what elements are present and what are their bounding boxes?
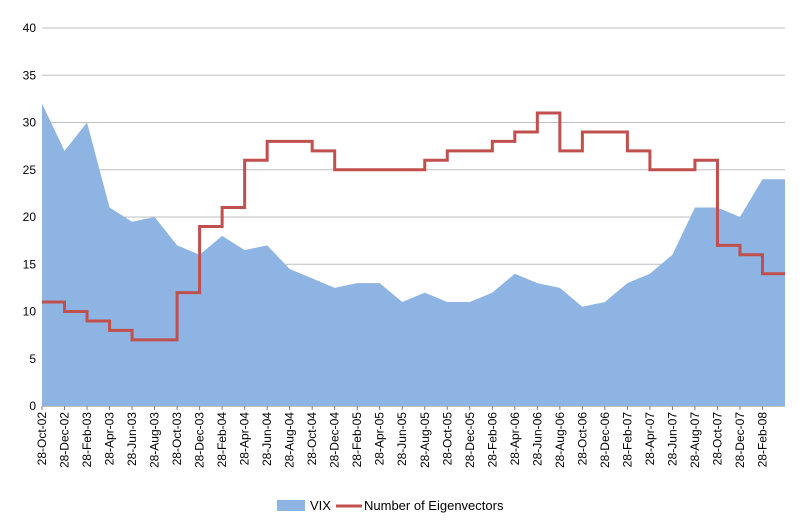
eigenvector-line-layer: [42, 111, 785, 342]
x-tick-label: 28-Aug-04: [283, 412, 297, 468]
x-tick-label: 28-Oct-03: [170, 412, 184, 466]
x-tick-label: 28-Jun-05: [395, 412, 409, 466]
x-tick-label: 28-Feb-03: [80, 412, 94, 468]
x-tick-label: 28-Oct-05: [440, 412, 454, 466]
eigenvectors-line: [42, 111, 785, 342]
x-tick-label: 28-Dec-05: [463, 412, 477, 468]
legend-vix-swatch: [277, 500, 305, 511]
x-tick-label: 28-Feb-07: [620, 412, 634, 468]
x-tick-label: 28-Aug-07: [688, 412, 702, 468]
x-tick-label: 28-Oct-07: [710, 412, 724, 466]
y-tick-label: 0: [29, 399, 36, 413]
x-tick-label: 28-Apr-06: [508, 412, 522, 466]
x-tick-label: 28-Apr-07: [643, 412, 657, 466]
x-tick-label: 28-Aug-03: [148, 412, 162, 468]
y-axis-ticks: 0 5 10 15 20 25 30 35 40: [23, 21, 37, 413]
legend-vix-label: VIX: [310, 498, 331, 513]
y-tick-label: 40: [23, 21, 37, 35]
x-tick-label: 28-Dec-03: [193, 412, 207, 468]
x-tick-label: 28-Dec-02: [58, 412, 72, 468]
x-tick-label: 28-Apr-04: [238, 412, 252, 466]
y-tick-label: 35: [23, 68, 37, 82]
x-tick-label: 28-Feb-08: [755, 412, 769, 468]
x-tick-label: 28-Feb-06: [485, 412, 499, 468]
y-tick-label: 5: [29, 352, 36, 366]
x-tick-label: 28-Jun-06: [530, 412, 544, 466]
x-tick-label: 28-Dec-06: [598, 412, 612, 468]
x-tick-label: 28-Aug-05: [418, 412, 432, 468]
x-tick-label: 28-Feb-04: [215, 412, 229, 468]
y-tick-label: 25: [23, 163, 37, 177]
x-tick-label: 28-Jun-04: [260, 412, 274, 466]
x-tick-label: 28-Apr-03: [103, 412, 117, 466]
x-tick-label: 28-Feb-05: [350, 412, 364, 468]
x-tick-label: 28-Oct-04: [305, 412, 319, 466]
x-tick-label: 28-Dec-07: [733, 412, 747, 468]
x-tick-label: 28-Apr-05: [373, 412, 387, 466]
y-tick-label: 15: [23, 257, 37, 271]
y-tick-label: 30: [23, 116, 37, 130]
y-tick-label: 20: [23, 210, 37, 224]
legend-eigenvectors-label: Number of Eigenvectors: [364, 498, 504, 513]
x-tick-label: 28-Oct-02: [35, 412, 49, 466]
x-tick-label: 28-Dec-04: [328, 412, 342, 468]
x-tick-label: 28-Oct-06: [575, 412, 589, 466]
x-tick-label: 28-Jun-07: [665, 412, 679, 466]
x-tick-label: 28-Jun-03: [125, 412, 139, 466]
y-tick-label: 10: [23, 305, 37, 319]
vix-area: [42, 103, 785, 406]
vix-area-layer: [42, 103, 785, 406]
x-tick-label: 28-Aug-06: [553, 412, 567, 468]
x-axis-ticks: 28-Oct-02 28-Dec-02 28-Feb-03 28-Apr-03 28-J…: [35, 406, 769, 468]
legend: VIX Number of Eigenvectors: [277, 498, 504, 513]
